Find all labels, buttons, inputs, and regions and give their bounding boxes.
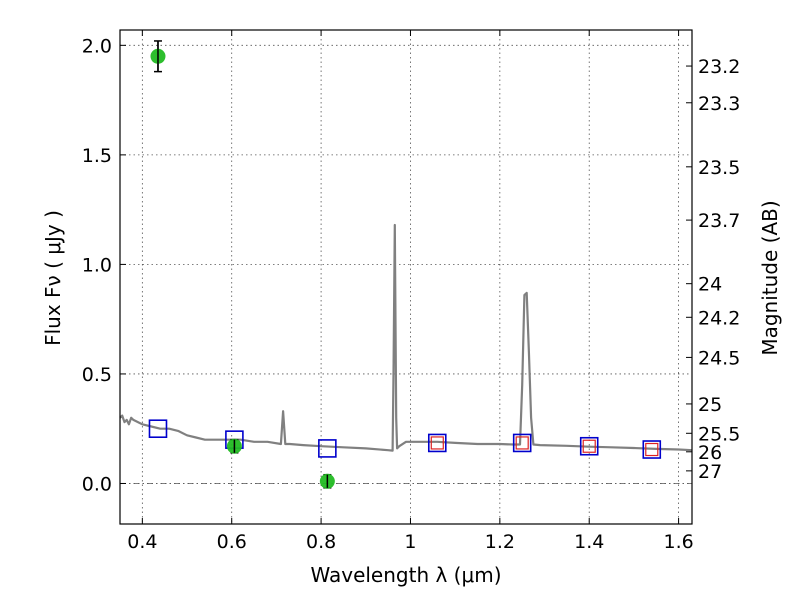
x-tick-label: 1.4 xyxy=(574,531,604,553)
red-photometry-point xyxy=(515,436,529,450)
model-photometry-point xyxy=(318,439,337,458)
y2-axis-title: Magnitude (AB) xyxy=(758,200,782,355)
y-tick-label: 1.0 xyxy=(82,254,112,276)
y2-tick-label: 24.2 xyxy=(698,307,740,329)
model-photometry-point xyxy=(579,436,599,456)
x-tick-label: 0.6 xyxy=(217,531,247,553)
x-tick-label: 0.8 xyxy=(306,531,336,553)
red-photometry-point xyxy=(430,436,444,450)
y2-tick-label: 24 xyxy=(698,274,722,296)
y2-tick-label: 27 xyxy=(698,461,722,483)
sed-model-line xyxy=(119,223,693,452)
y-tick-label: 0.5 xyxy=(82,364,112,386)
y2-tick-label: 23.5 xyxy=(698,157,740,179)
plot-layer xyxy=(119,40,693,489)
y2-tick-label: 25 xyxy=(698,394,722,416)
model-photometry-point xyxy=(642,440,662,459)
red-photometry-point xyxy=(645,442,659,457)
model-photometry-point xyxy=(427,433,447,453)
y-axis-title: Flux Fν ( μJy ) xyxy=(41,210,65,346)
x-tick-label: 1 xyxy=(404,531,416,553)
y2-tick-label: 25.5 xyxy=(698,423,740,445)
y2-tick-label: 23.3 xyxy=(698,93,740,115)
y-tick-label: 0.0 xyxy=(82,473,112,495)
y-tick-label: 2.0 xyxy=(82,35,112,57)
x-axis-title: Wavelength λ (μm) xyxy=(310,563,501,587)
y-tick-label: 1.5 xyxy=(82,145,112,167)
model-photometry-point xyxy=(148,419,168,439)
y2-tick-label: 26 xyxy=(698,442,722,464)
plot-frame xyxy=(119,29,693,525)
y2-tick-label: 23.2 xyxy=(698,56,740,78)
x-tick-label: 1.6 xyxy=(663,531,693,553)
grid-layer xyxy=(120,30,692,524)
y2-tick-label: 23.7 xyxy=(698,210,740,232)
tick-layer: 0.4 0.6 0.8 1 1.2 1.4 1.6 0.0 0.5 1.0 1.5 2.0 23.2 23… xyxy=(82,30,740,553)
x-tick-label: 0.4 xyxy=(127,531,157,553)
red-photometry-point xyxy=(582,439,596,453)
y2-tick-label: 24.5 xyxy=(698,347,740,369)
x-tick-label: 1.2 xyxy=(485,531,515,553)
model-photometry-point xyxy=(512,433,532,453)
